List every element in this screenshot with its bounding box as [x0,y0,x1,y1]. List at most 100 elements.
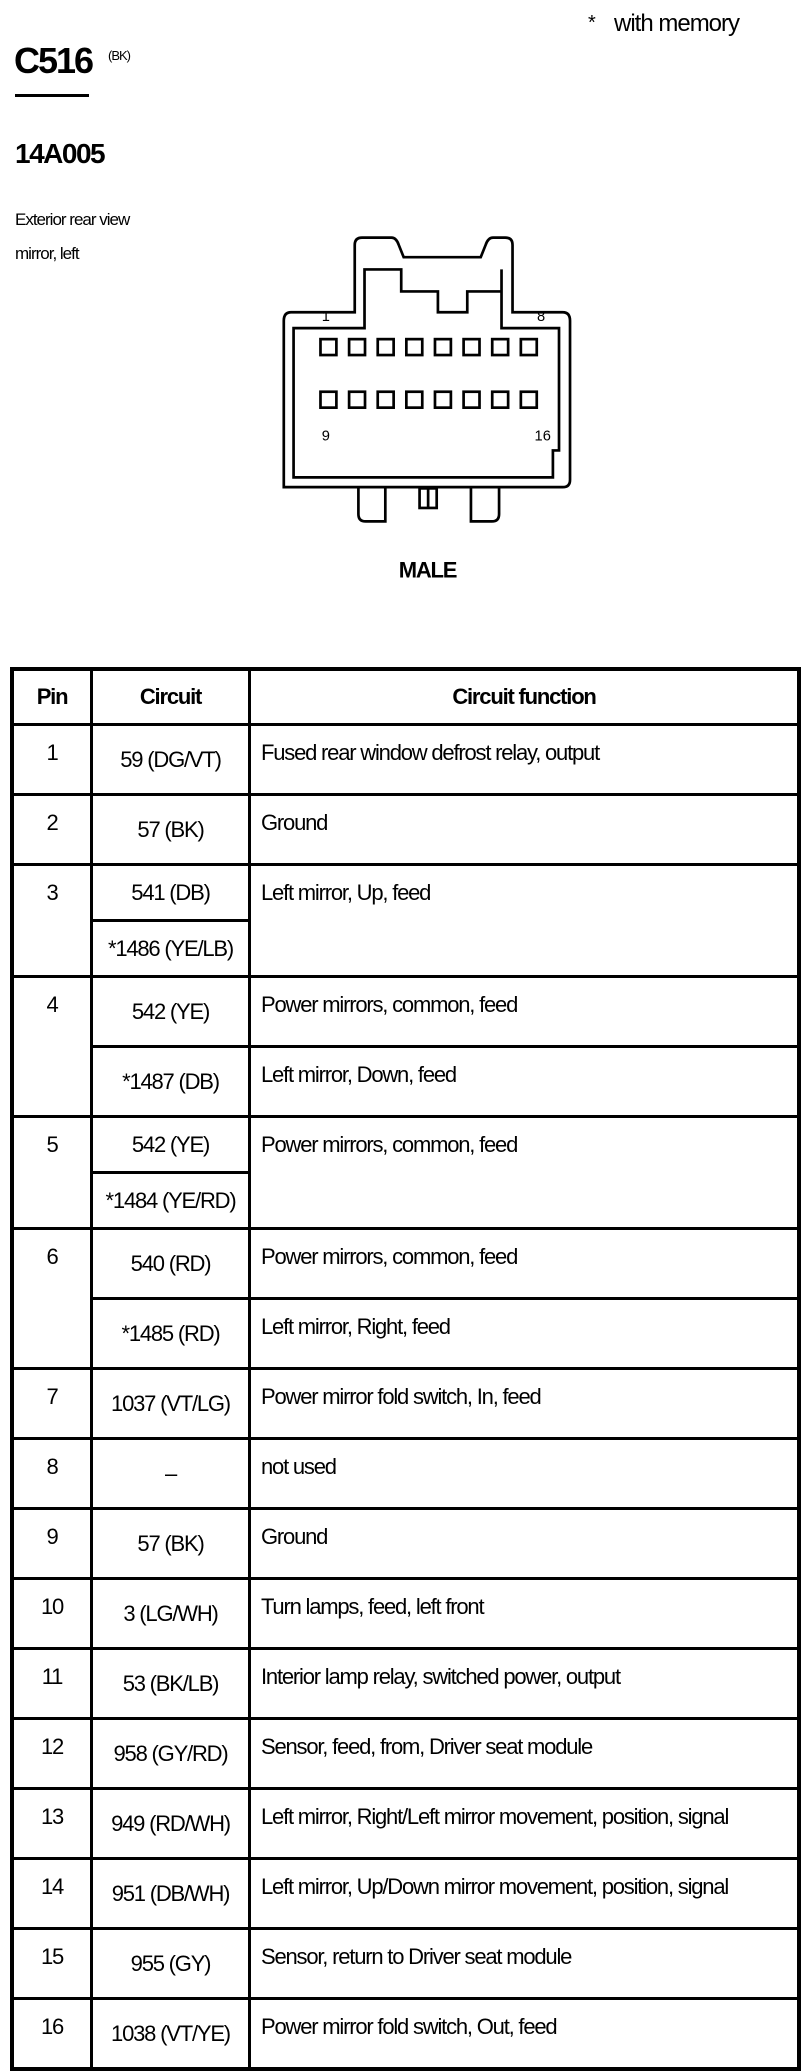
gender-label: MALE [399,558,457,583]
circuit-cell: 3 (LG/WH) [90,1577,251,1650]
pin-number: 13 [10,1787,93,1860]
table-row: *1486 (YE/LB) [12,919,799,978]
header-circuit: Circuit [90,667,251,726]
pin-label-9: 9 [322,429,330,445]
connector-face-diagram: 1 8 9 16 MALE [282,236,572,583]
circuit-function-cell: Ground [248,1507,801,1580]
table-row: 14 951 (DB/WH) Left mirror, Up/Down mirror… [10,1857,801,1930]
description-line1: Exterior rear view [15,210,130,229]
pin-number: 6 [10,1227,93,1370]
pin-number: 8 [10,1437,93,1510]
circuit-cell: 57 (BK) [90,1507,251,1580]
table-row: 2 57 (BK) Ground [10,793,801,866]
pin-cavity-10 [347,390,367,409]
circuit-cell: 57 (BK) [90,793,251,866]
pin-cavity-7 [490,337,510,357]
circuit-function-cell: Turn lamps, feed, left front [248,1577,801,1650]
pin-number: 7 [10,1367,93,1440]
circuit-cell: 955 (GY) [90,1927,251,2000]
pin-number: 11 [10,1647,93,1720]
pin-number: 10 [10,1577,93,1650]
table-row: 13 949 (RD/WH) Left mirror, Right/Left mir… [10,1787,801,1860]
table-row: 15 955 (GY) Sensor, return to Driver seat … [10,1927,801,2000]
table-row: 12 958 (GY/RD) Sensor, feed, from, Driver … [10,1717,801,1790]
pin-cavity-3 [376,337,395,357]
pin-cavity-12 [405,390,424,409]
title-underline [15,94,89,97]
pin-number: 5 [10,1115,93,1230]
pinout-table: Pin Circuit Circuit function 1 59 (DG/VT)… [10,667,801,2071]
pin-cavity-13 [433,390,453,409]
part-number: 14A005 [15,138,106,169]
circuit-function-cell: not used [248,1437,801,1510]
circuit-cell: 949 (RD/WH) [90,1787,251,1860]
circuit-function-cell: Power mirrors, common, feed [248,1227,801,1300]
circuit-function-cell: Power mirrors, common, feed [248,975,801,1048]
pin-number: 15 [10,1927,93,2000]
asterisk-note-text: with memory [614,10,740,37]
circuit-cell: *1486 (YE/LB) [90,919,251,978]
table-row: 7 1037 (VT/LG) Power mirror fold switch, I… [10,1367,801,1440]
circuit-function-cell: Interior lamp relay, switched power, out… [248,1647,801,1720]
pin-cavity-8 [519,337,539,357]
pin-number: 12 [10,1717,93,1790]
circuit-function-cell: Fused rear window defrost relay, output [248,723,801,796]
table-row: 8– not used [10,1437,801,1510]
circuit-function-cell: Sensor, return to Driver seat module [248,1927,801,2000]
circuit-cell: 540 (RD) [90,1227,251,1300]
pin-label-8: 8 [537,309,545,325]
table-row: *1484 (YE/RD) [12,1171,799,1230]
circuit-cell: *1487 (DB) [90,1045,251,1118]
pin-cavity-1 [319,337,338,357]
table-header-row: Pin Circuit Circuit function [10,667,801,726]
circuit-function-cell: Left mirror, Right, feed [248,1297,801,1370]
circuit-function-cell: Power mirrors, common, feed [248,1115,801,1230]
circuit-cell: 53 (BK/LB) [90,1647,251,1720]
pin-number: 1 [10,723,93,796]
circuit-cell: *1484 (YE/RD) [90,1171,251,1230]
circuit-function-cell: Left mirror, Down, feed [248,1045,801,1118]
circuit-function-cell: Sensor, feed, from, Driver seat module [248,1717,801,1790]
circuit-cell: 958 (GY/RD) [90,1717,251,1790]
circuit-function-cell: Left mirror, Right/Left mirror movement,… [248,1787,801,1860]
table-row: 11 53 (BK/LB) Interior lamp relay, switche… [10,1647,801,1720]
header-circuit-function: Circuit function [248,667,801,726]
pin-row-top [319,337,539,357]
pin-cavity-14 [462,390,481,409]
table-row: *1485 (RD) Left mirror, Right, feed [12,1297,801,1370]
connector-color: (BK) [108,48,131,63]
pin-cavity-15 [490,390,510,409]
circuit-cell: 951 (DB/WH) [90,1857,251,1930]
table-row: 5 542 (YE) Power mirrors, common, feed [10,1115,801,1230]
pin-cavity-16 [519,390,539,409]
description-line2: mirror, left [15,244,80,263]
circuit-cell: 1037 (VT/LG) [90,1367,251,1440]
pin-number: 16 [10,1997,93,2071]
pin-number: 9 [10,1507,93,1580]
table-row: 4 542 (YE) Power mirrors, common, feed [10,975,801,1118]
circuit-cell: – [90,1437,251,1510]
pin-number: 4 [10,975,93,1118]
table-row: 1 59 (DG/VT) Fused rear window defrost rel… [10,723,801,796]
pin-cavity-4 [405,337,424,357]
circuit-cell: 541 (DB) [90,863,251,922]
circuit-function-cell: Ground [248,793,801,866]
circuit-function-cell: Power mirror fold switch, In, feed [248,1367,801,1440]
table-row: 9 57 (BK) Ground [10,1507,801,1580]
circuit-cell: 542 (YE) [90,975,251,1048]
pin-number: 3 [10,863,93,978]
circuit-cell: *1485 (RD) [90,1297,251,1370]
circuit-function-cell: Power mirror fold switch, Out, feed [248,1997,801,2071]
circuit-function-cell: Left mirror, Up/Down mirror movement, po… [248,1857,801,1930]
pin-cavity-2 [347,337,367,357]
pin-label-16: 16 [535,429,551,445]
asterisk-note-marker: * [588,12,596,34]
pin-number: 2 [10,793,93,866]
connector-outline [282,236,572,523]
table-row: 10 3 (LG/WH) Turn lamps, feed, left front [10,1577,801,1650]
table-row: 3 541 (DB) Left mirror, Up, feed [10,863,801,978]
pin-cavity-5 [433,337,453,357]
circuit-function-cell: Left mirror, Up, feed [248,863,801,978]
pin-number: 14 [10,1857,93,1930]
header-pin: Pin [10,667,93,726]
